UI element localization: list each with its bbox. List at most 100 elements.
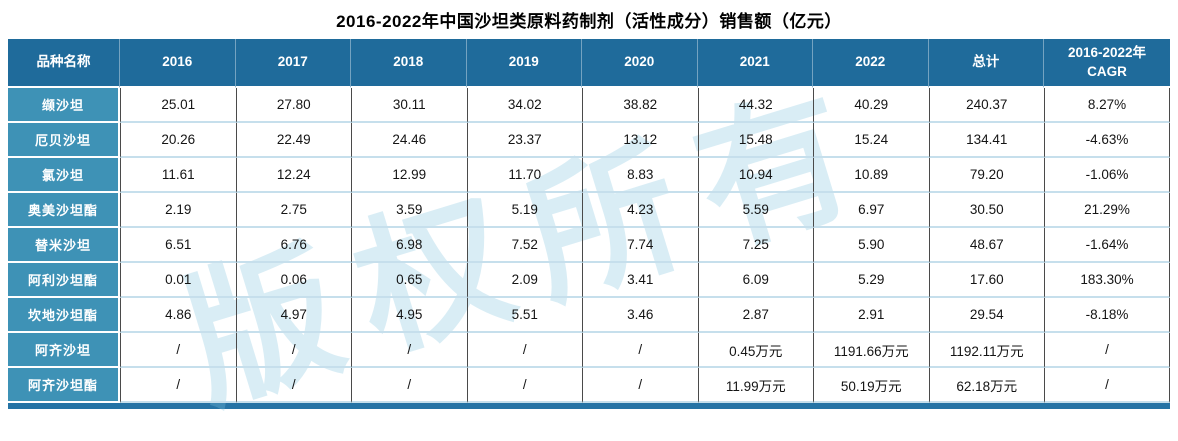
table-row: 阿齐沙坦 / / / //0.45万元 1191.66万元 1192.11万元 / — [8, 333, 1170, 368]
data-cell: / — [582, 368, 698, 403]
data-cell: 6.97 — [813, 193, 929, 228]
data-cell: 40.29 — [813, 88, 929, 123]
data-cell: / — [466, 368, 582, 403]
data-cell: 48.67 — [928, 228, 1044, 263]
data-cell: / — [351, 333, 467, 368]
data-cell: 27.80 — [235, 88, 351, 123]
table-row: 缬沙坦 25.01 27.80 30.11 34.02 38.82 44.32 40.29 24… — [8, 88, 1170, 123]
data-cell: 240.37 — [928, 88, 1044, 123]
data-cell: 2.19 — [120, 193, 236, 228]
header-cell-8: 总计 — [928, 39, 1044, 88]
data-cell: 0.06 — [235, 263, 351, 298]
header-cell-2: 2017 — [235, 39, 351, 88]
data-cell: 5.59 — [697, 193, 813, 228]
row-label: 厄贝沙坦 — [8, 123, 120, 158]
row-label: 奥美沙坦酯 — [8, 193, 120, 228]
data-cell: 5.51 — [466, 298, 582, 333]
data-cell: 24.46 — [351, 123, 467, 158]
data-cell: 3.41 — [582, 263, 698, 298]
data-cell: -1.06% — [1044, 158, 1170, 193]
data-cell: / — [1044, 368, 1170, 403]
data-cell: 4.86 — [120, 298, 236, 333]
data-cell: 7.74 — [582, 228, 698, 263]
data-cell: 79.20 — [928, 158, 1044, 193]
header-cell-6: 2021 — [697, 39, 813, 88]
data-cell: 23.37 — [466, 123, 582, 158]
data-cell: 21.29% — [1044, 193, 1170, 228]
table-row: 替米沙坦 6.51 6.76 6.98 7.52 7.74 7.25 5.90 48.67 -1.… — [8, 228, 1170, 263]
data-cell: 7.25 — [697, 228, 813, 263]
data-cell: / — [351, 368, 467, 403]
data-cell: 6.98 — [351, 228, 467, 263]
sales-table-container: 版权所有 品种名称 2016 2017 2018 2019 2020 2021 2022 总计 2… — [8, 39, 1170, 430]
data-cell: / — [235, 333, 351, 368]
header-cell-5: 2020 — [582, 39, 698, 88]
data-cell: 44.32 — [697, 88, 813, 123]
row-label: 阿齐沙坦酯 — [8, 368, 120, 403]
data-cell: -8.18% — [1044, 298, 1170, 333]
data-cell: 34.02 — [466, 88, 582, 123]
data-cell: 17.60 — [928, 263, 1044, 298]
row-label: 氯沙坦 — [8, 158, 120, 193]
data-cell: 3.46 — [582, 298, 698, 333]
data-cell: 7.52 — [466, 228, 582, 263]
data-cell: 11.70 — [466, 158, 582, 193]
table-row: 厄贝沙坦 20.26 22.49 24.46 23.37 13.12 15.48 15.24 1… — [8, 123, 1170, 158]
data-cell: 12.24 — [235, 158, 351, 193]
table-row: 奥美沙坦酯 2.19 2.75 3.59 5.19 4.23 5.59 6.97 30.50 21… — [8, 193, 1170, 228]
data-cell: / — [466, 333, 582, 368]
data-cell: 5.90 — [813, 228, 929, 263]
data-cell: 2.87 — [697, 298, 813, 333]
data-cell: 4.23 — [582, 193, 698, 228]
table-row: 阿利沙坦酯 0.01 0.06 0.65 2.09 3.41 6.09 5.29 17.60 18… — [8, 263, 1170, 298]
data-cell: 30.50 — [928, 193, 1044, 228]
data-cell: 4.95 — [351, 298, 467, 333]
data-cell: 20.26 — [120, 123, 236, 158]
data-cell: 50.19万元 — [813, 368, 929, 403]
data-cell: 1191.66万元 — [813, 333, 929, 368]
data-cell: / — [120, 333, 236, 368]
table-row: 阿齐沙坦酯 / / / //11.99万元 50.19万元 62.18万元 / — [8, 368, 1170, 403]
data-cell: / — [120, 368, 236, 403]
header-cell-7: 2022 — [813, 39, 929, 88]
data-cell: 0.01 — [120, 263, 236, 298]
data-cell: 0.45万元 — [697, 333, 813, 368]
header-cell-4: 2019 — [466, 39, 582, 88]
table-header-row: 品种名称 2016 2017 2018 2019 2020 2021 2022 总计 2016-2… — [8, 39, 1170, 88]
data-cell: 3.59 — [351, 193, 467, 228]
table-row: 坎地沙坦酯 4.86 4.97 4.95 5.51 3.46 2.87 2.91 29.54 -8… — [8, 298, 1170, 333]
data-cell: 6.09 — [697, 263, 813, 298]
data-cell: 1192.11万元 — [928, 333, 1044, 368]
data-cell: 5.29 — [813, 263, 929, 298]
data-cell: 0.65 — [351, 263, 467, 298]
data-cell: 10.94 — [697, 158, 813, 193]
bottom-accent-bar — [8, 403, 1170, 409]
data-cell: 29.54 — [928, 298, 1044, 333]
row-label: 缬沙坦 — [8, 88, 120, 123]
row-label: 阿利沙坦酯 — [8, 263, 120, 298]
row-label: 坎地沙坦酯 — [8, 298, 120, 333]
sales-table: 品种名称 2016 2017 2018 2019 2020 2021 2022 总计 2016-2… — [8, 39, 1170, 403]
data-cell: 10.89 — [813, 158, 929, 193]
header-cell-3: 2018 — [351, 39, 467, 88]
data-cell: / — [1044, 333, 1170, 368]
data-cell: 13.12 — [582, 123, 698, 158]
data-cell: -1.64% — [1044, 228, 1170, 263]
data-cell: 62.18万元 — [928, 368, 1044, 403]
data-cell: 38.82 — [582, 88, 698, 123]
data-cell: 11.99万元 — [697, 368, 813, 403]
data-cell: -4.63% — [1044, 123, 1170, 158]
data-cell: 15.24 — [813, 123, 929, 158]
data-cell: / — [582, 333, 698, 368]
header-cell-product-name: 品种名称 — [8, 39, 120, 88]
data-cell: 2.91 — [813, 298, 929, 333]
data-cell: 6.76 — [235, 228, 351, 263]
data-cell: 134.41 — [928, 123, 1044, 158]
row-label: 替米沙坦 — [8, 228, 120, 263]
data-cell: 12.99 — [351, 158, 467, 193]
data-cell: 183.30% — [1044, 263, 1170, 298]
data-cell: / — [235, 368, 351, 403]
data-cell: 5.19 — [466, 193, 582, 228]
data-cell: 15.48 — [697, 123, 813, 158]
data-cell: 22.49 — [235, 123, 351, 158]
